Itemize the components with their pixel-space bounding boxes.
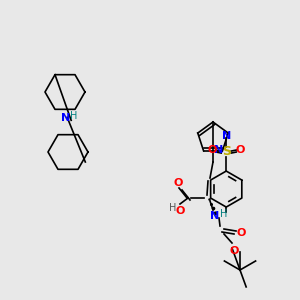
Text: O: O [229, 246, 239, 256]
Text: H: H [70, 111, 78, 121]
Text: N: N [222, 131, 231, 141]
Text: O: O [173, 178, 183, 188]
Text: N: N [210, 211, 220, 221]
Text: O: O [208, 145, 217, 155]
Text: O: O [236, 145, 245, 155]
Text: O: O [175, 206, 185, 216]
Text: N: N [214, 145, 223, 155]
Text: H: H [169, 203, 177, 213]
Text: N: N [61, 113, 70, 123]
Text: S: S [222, 145, 231, 158]
Text: H: H [220, 209, 228, 219]
Text: O: O [236, 228, 246, 238]
